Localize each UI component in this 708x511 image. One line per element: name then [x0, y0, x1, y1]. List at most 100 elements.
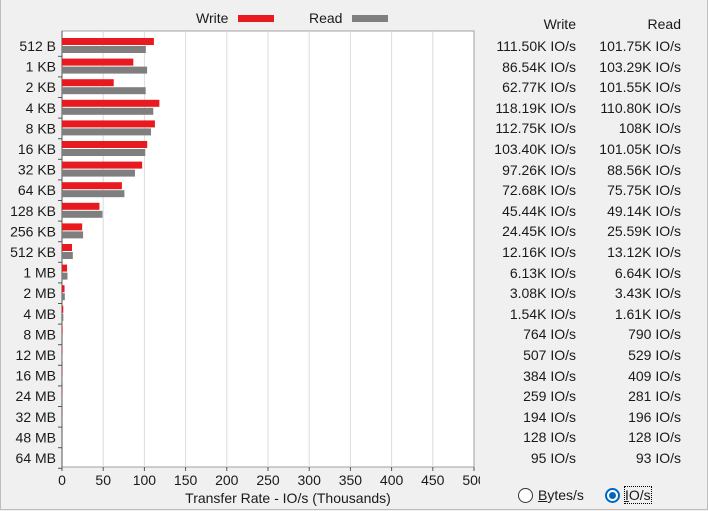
- read-value: 128 IO/s: [628, 429, 681, 446]
- read-bar: [62, 107, 154, 115]
- bytes-per-second-option[interactable]: Bytes/s: [518, 485, 584, 505]
- bytes-radio-button[interactable]: [518, 487, 533, 503]
- read-value: 3.43K IO/s: [614, 285, 681, 302]
- x-tick-label: 400: [380, 472, 404, 488]
- category-label: 8 KB: [26, 120, 56, 136]
- read-value: 108K IO/s: [618, 120, 681, 137]
- category-label: 4 MB: [23, 306, 56, 322]
- read-value: 110.80K IO/s: [600, 99, 681, 116]
- read-value: 529 IO/s: [628, 347, 681, 363]
- write-bar: [62, 141, 148, 148]
- read-value: 409 IO/s: [628, 367, 681, 384]
- read-value: 790 IO/s: [628, 326, 681, 343]
- legend-write: Write: [196, 8, 275, 28]
- write-bar: [62, 244, 73, 251]
- legend-write-swatch: [238, 14, 275, 22]
- read-value: 101.55K IO/s: [599, 79, 681, 96]
- read-bar: [62, 66, 148, 74]
- read-value: 13.12K IO/s: [607, 244, 681, 260]
- write-value: 72.68K IO/s: [502, 182, 576, 199]
- write-value: 3.08K IO/s: [509, 285, 576, 302]
- read-value: 6.64K IO/s: [614, 264, 681, 281]
- write-column-header: Write: [543, 16, 576, 32]
- legend-read-swatch: [352, 14, 389, 22]
- write-value: 384 IO/s: [523, 367, 576, 384]
- ios-label-rest: O/s: [628, 487, 651, 503]
- write-bar: [62, 79, 114, 87]
- write-value: 128 IO/s: [523, 429, 576, 446]
- bytes-label-rest: ytes/s: [547, 487, 584, 503]
- category-label: 24 MB: [16, 388, 56, 404]
- category-label: 2 MB: [23, 285, 56, 301]
- x-tick-label: 500: [462, 472, 480, 488]
- read-bar: [62, 272, 68, 280]
- category-label: 32 MB: [16, 409, 56, 425]
- read-value: 103.29K IO/s: [599, 58, 681, 75]
- x-tick-label: 450: [421, 472, 445, 488]
- write-bar: [62, 264, 68, 272]
- read-value: 101.05K IO/s: [599, 141, 681, 157]
- write-bar: [62, 38, 154, 45]
- write-bar: [62, 161, 143, 169]
- write-value: 12.16K IO/s: [502, 244, 576, 260]
- x-tick-label: 100: [133, 472, 157, 488]
- ios-per-second-option[interactable]: IO/s: [605, 485, 652, 505]
- write-value: 764 IO/s: [523, 326, 576, 343]
- write-value: 111.50K IO/s: [496, 38, 576, 54]
- read-bar: [62, 149, 146, 156]
- bytes-radio-label[interactable]: Bytes/s: [538, 487, 584, 503]
- legend-read: Read: [309, 8, 389, 28]
- read-value: 101.75K IO/s: [599, 38, 681, 54]
- category-label: 16 MB: [16, 368, 56, 384]
- category-label: 1 KB: [26, 59, 56, 75]
- write-value: 95 IO/s: [530, 450, 576, 466]
- write-value: 259 IO/s: [523, 388, 576, 405]
- category-label: 4 KB: [26, 100, 56, 116]
- read-bar: [62, 46, 146, 53]
- write-value: 62.77K IO/s: [502, 79, 576, 96]
- read-value: 75.75K IO/s: [607, 182, 681, 199]
- read-bar: [62, 293, 65, 301]
- read-bar: [62, 334, 63, 342]
- write-value: 507 IO/s: [523, 347, 576, 363]
- category-label: 12 MB: [16, 347, 56, 363]
- read-value: 93 IO/s: [635, 450, 681, 466]
- write-bar: [62, 305, 64, 313]
- read-value: 281 IO/s: [628, 388, 681, 405]
- write-bar: [62, 223, 83, 231]
- write-value: 118.19K IO/s: [495, 99, 576, 116]
- category-label: 2 KB: [26, 79, 56, 95]
- transfer-rate-chart: 0 50 100 150 200 250 300 350 400 450 500 Transfer R…: [10, 30, 480, 506]
- category-label: 512 B: [19, 38, 56, 54]
- read-bar: [62, 210, 103, 218]
- read-bar: [62, 128, 151, 136]
- x-tick-label: 50: [95, 472, 111, 488]
- x-tick-label: 300: [298, 472, 322, 488]
- read-value: 1.61K IO/s: [614, 305, 681, 322]
- write-value: 86.54K IO/s: [502, 58, 576, 75]
- category-label: 64 KB: [18, 182, 56, 198]
- category-label: 128 KB: [10, 203, 56, 219]
- category-label: 1 MB: [23, 265, 56, 281]
- category-label: 64 MB: [16, 450, 56, 466]
- legend-write-label: Write: [196, 10, 229, 26]
- x-tick-label: 250: [256, 472, 280, 488]
- bytes-label-mnemonic: B: [538, 487, 548, 503]
- category-label: 16 KB: [18, 141, 56, 157]
- write-value: 112.75K IO/s: [495, 120, 576, 137]
- write-bar: [62, 326, 63, 334]
- read-bar: [62, 87, 146, 95]
- ios-radio-label[interactable]: IO/s: [624, 486, 652, 504]
- ios-radio-button[interactable]: [605, 487, 620, 503]
- write-value: 6.13K IO/s: [509, 264, 576, 281]
- category-label: 512 KB: [10, 244, 56, 260]
- category-label: 48 MB: [16, 429, 56, 445]
- read-value: 196 IO/s: [628, 408, 681, 425]
- read-bar: [62, 313, 64, 321]
- read-bar: [62, 190, 125, 198]
- x-tick-label: 150: [174, 472, 198, 488]
- read-value: 25.59K IO/s: [607, 223, 681, 240]
- legend-read-label: Read: [309, 10, 343, 26]
- category-label: 32 KB: [18, 162, 56, 178]
- write-bar: [62, 285, 65, 293]
